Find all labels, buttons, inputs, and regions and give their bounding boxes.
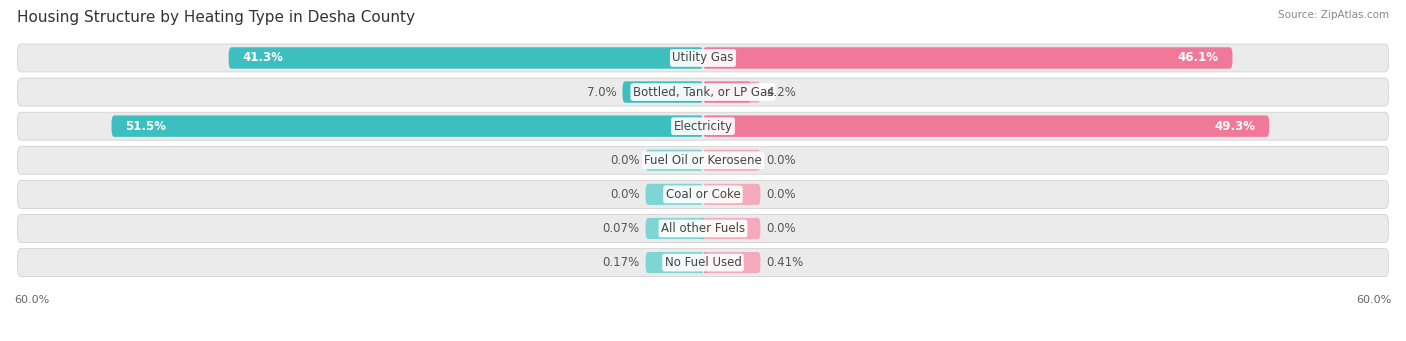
- FancyBboxPatch shape: [229, 47, 703, 69]
- Text: 4.2%: 4.2%: [766, 86, 796, 99]
- FancyBboxPatch shape: [700, 218, 704, 239]
- Text: 0.0%: 0.0%: [610, 188, 640, 201]
- FancyBboxPatch shape: [703, 81, 751, 103]
- FancyBboxPatch shape: [703, 116, 1270, 137]
- FancyBboxPatch shape: [17, 214, 1389, 242]
- FancyBboxPatch shape: [703, 81, 761, 103]
- Text: 46.1%: 46.1%: [1178, 51, 1219, 64]
- FancyBboxPatch shape: [17, 180, 1389, 208]
- Text: All other Fuels: All other Fuels: [661, 222, 745, 235]
- Text: 51.5%: 51.5%: [125, 120, 166, 133]
- FancyBboxPatch shape: [623, 81, 703, 103]
- FancyBboxPatch shape: [703, 150, 761, 171]
- FancyBboxPatch shape: [645, 218, 703, 239]
- Text: 0.41%: 0.41%: [766, 256, 803, 269]
- FancyBboxPatch shape: [703, 252, 707, 273]
- Text: Housing Structure by Heating Type in Desha County: Housing Structure by Heating Type in Des…: [17, 10, 415, 25]
- Text: 60.0%: 60.0%: [1357, 295, 1392, 305]
- Text: 0.07%: 0.07%: [603, 222, 640, 235]
- FancyBboxPatch shape: [645, 252, 703, 273]
- FancyBboxPatch shape: [17, 249, 1389, 277]
- Text: 0.0%: 0.0%: [766, 188, 796, 201]
- FancyBboxPatch shape: [229, 47, 703, 69]
- Text: 49.3%: 49.3%: [1215, 120, 1256, 133]
- FancyBboxPatch shape: [17, 146, 1389, 174]
- Text: 60.0%: 60.0%: [14, 295, 49, 305]
- Text: Coal or Coke: Coal or Coke: [665, 188, 741, 201]
- Text: No Fuel Used: No Fuel Used: [665, 256, 741, 269]
- FancyBboxPatch shape: [623, 81, 703, 103]
- FancyBboxPatch shape: [111, 116, 703, 137]
- FancyBboxPatch shape: [17, 44, 1389, 72]
- Text: 7.0%: 7.0%: [588, 86, 617, 99]
- Text: Utility Gas: Utility Gas: [672, 51, 734, 64]
- FancyBboxPatch shape: [700, 252, 703, 273]
- Text: Source: ZipAtlas.com: Source: ZipAtlas.com: [1278, 10, 1389, 20]
- Text: 0.0%: 0.0%: [766, 154, 796, 167]
- FancyBboxPatch shape: [645, 150, 703, 171]
- FancyBboxPatch shape: [703, 218, 761, 239]
- Text: Fuel Oil or Kerosene: Fuel Oil or Kerosene: [644, 154, 762, 167]
- Text: 0.0%: 0.0%: [610, 154, 640, 167]
- Text: Electricity: Electricity: [673, 120, 733, 133]
- Text: Bottled, Tank, or LP Gas: Bottled, Tank, or LP Gas: [633, 86, 773, 99]
- Text: 0.17%: 0.17%: [603, 256, 640, 269]
- FancyBboxPatch shape: [111, 116, 703, 137]
- FancyBboxPatch shape: [17, 78, 1389, 106]
- Text: 41.3%: 41.3%: [243, 51, 284, 64]
- FancyBboxPatch shape: [703, 252, 761, 273]
- FancyBboxPatch shape: [703, 116, 1270, 137]
- FancyBboxPatch shape: [703, 184, 761, 205]
- FancyBboxPatch shape: [703, 47, 1232, 69]
- Text: 0.0%: 0.0%: [766, 222, 796, 235]
- FancyBboxPatch shape: [17, 112, 1389, 140]
- FancyBboxPatch shape: [703, 47, 1232, 69]
- FancyBboxPatch shape: [645, 184, 703, 205]
